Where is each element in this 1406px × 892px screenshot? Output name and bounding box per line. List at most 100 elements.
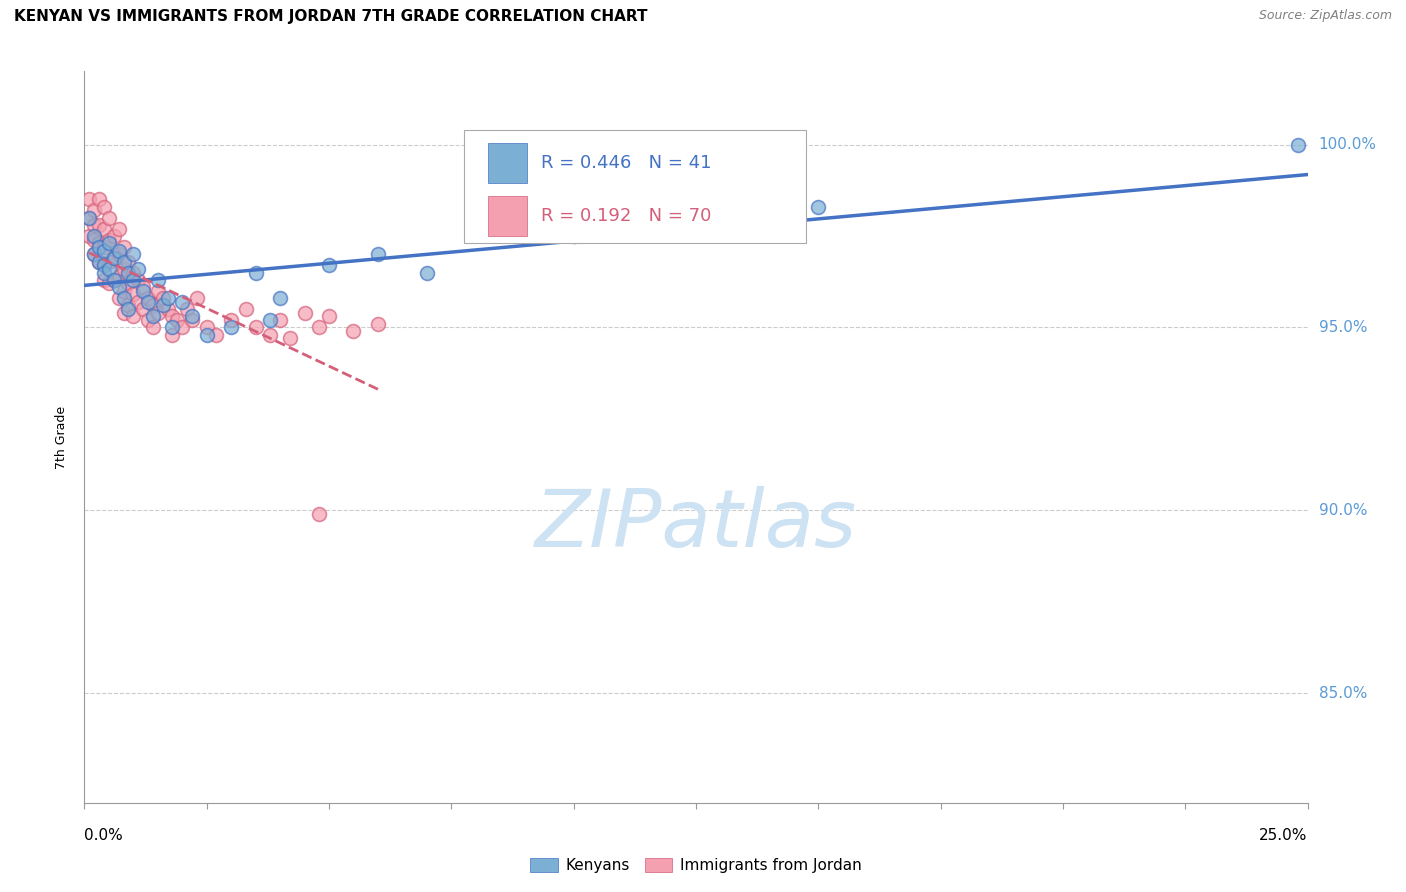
Point <box>142 298 165 312</box>
Text: KENYAN VS IMMIGRANTS FROM JORDAN 7TH GRADE CORRELATION CHART: KENYAN VS IMMIGRANTS FROM JORDAN 7TH GRA… <box>14 9 648 24</box>
Y-axis label: 7th Grade: 7th Grade <box>55 406 67 468</box>
Point <box>245 320 267 334</box>
Point <box>172 294 194 309</box>
Point <box>318 310 340 324</box>
Point <box>93 265 115 279</box>
Text: R = 0.446   N = 41: R = 0.446 N = 41 <box>541 154 711 172</box>
Point <box>152 298 174 312</box>
Point <box>97 236 120 251</box>
Point <box>117 298 139 312</box>
Point <box>127 261 149 276</box>
Point <box>83 218 105 232</box>
Legend: Kenyans, Immigrants from Jordan: Kenyans, Immigrants from Jordan <box>524 852 868 880</box>
Point <box>117 254 139 268</box>
Text: 100.0%: 100.0% <box>1319 137 1376 152</box>
Point <box>93 200 115 214</box>
Point <box>107 244 129 258</box>
Point <box>367 317 389 331</box>
Point <box>112 284 135 298</box>
Point <box>87 254 110 268</box>
Point <box>97 233 120 247</box>
Point <box>93 240 115 254</box>
Text: 85.0%: 85.0% <box>1319 686 1367 700</box>
Point <box>162 320 184 334</box>
Point <box>107 247 129 261</box>
Point <box>259 313 281 327</box>
Point <box>166 313 188 327</box>
Point <box>156 301 179 317</box>
Point <box>87 254 110 268</box>
Point <box>93 258 115 272</box>
Point <box>181 313 204 327</box>
Point <box>156 291 179 305</box>
Point <box>103 251 125 265</box>
Point <box>162 327 184 342</box>
Point <box>1286 137 1309 152</box>
Point <box>132 301 155 317</box>
Point <box>107 269 129 284</box>
Point <box>807 200 830 214</box>
Point <box>103 273 125 287</box>
Point <box>93 221 115 235</box>
Point <box>107 221 129 235</box>
Point <box>117 277 139 291</box>
Point <box>87 236 110 251</box>
Point <box>77 211 100 225</box>
Point <box>269 313 291 327</box>
Point <box>172 320 194 334</box>
Point <box>83 228 105 243</box>
Point <box>112 240 135 254</box>
Point <box>235 301 257 317</box>
Point <box>122 273 145 287</box>
Point <box>136 291 159 305</box>
Point <box>103 228 125 243</box>
Point <box>132 284 155 298</box>
Point <box>127 294 149 309</box>
Point <box>107 291 129 305</box>
FancyBboxPatch shape <box>488 143 527 184</box>
Point <box>294 306 316 320</box>
Point <box>142 320 165 334</box>
Point <box>103 273 125 287</box>
Text: R = 0.192   N = 70: R = 0.192 N = 70 <box>541 207 711 226</box>
Text: 95.0%: 95.0% <box>1319 320 1367 334</box>
Point <box>219 313 242 327</box>
Point <box>142 310 165 324</box>
Point <box>136 294 159 309</box>
Point <box>83 233 105 247</box>
Point <box>308 507 330 521</box>
Point <box>162 310 184 324</box>
Point <box>77 193 100 207</box>
Point <box>122 265 145 279</box>
Point <box>318 258 340 272</box>
Point <box>367 247 389 261</box>
FancyBboxPatch shape <box>464 130 806 244</box>
Point <box>136 313 159 327</box>
Point <box>245 265 267 279</box>
Point <box>122 287 145 301</box>
Point <box>112 306 135 320</box>
Text: 0.0%: 0.0% <box>84 828 124 843</box>
Point <box>146 273 169 287</box>
Text: Source: ZipAtlas.com: Source: ZipAtlas.com <box>1258 9 1392 22</box>
Point <box>97 211 120 225</box>
Point <box>77 228 100 243</box>
Text: 90.0%: 90.0% <box>1319 503 1367 517</box>
Point <box>146 306 169 320</box>
Point <box>112 254 135 268</box>
Point <box>107 280 129 294</box>
Point <box>176 301 198 317</box>
Point <box>219 320 242 334</box>
Point <box>132 280 155 294</box>
Point <box>195 320 218 334</box>
Point <box>97 254 120 268</box>
Point <box>87 240 110 254</box>
Point <box>342 324 364 338</box>
FancyBboxPatch shape <box>488 196 527 236</box>
Point <box>93 258 115 272</box>
Point <box>93 244 115 258</box>
Point <box>181 310 204 324</box>
Point <box>205 327 228 342</box>
Point <box>186 291 208 305</box>
Point <box>97 261 120 276</box>
